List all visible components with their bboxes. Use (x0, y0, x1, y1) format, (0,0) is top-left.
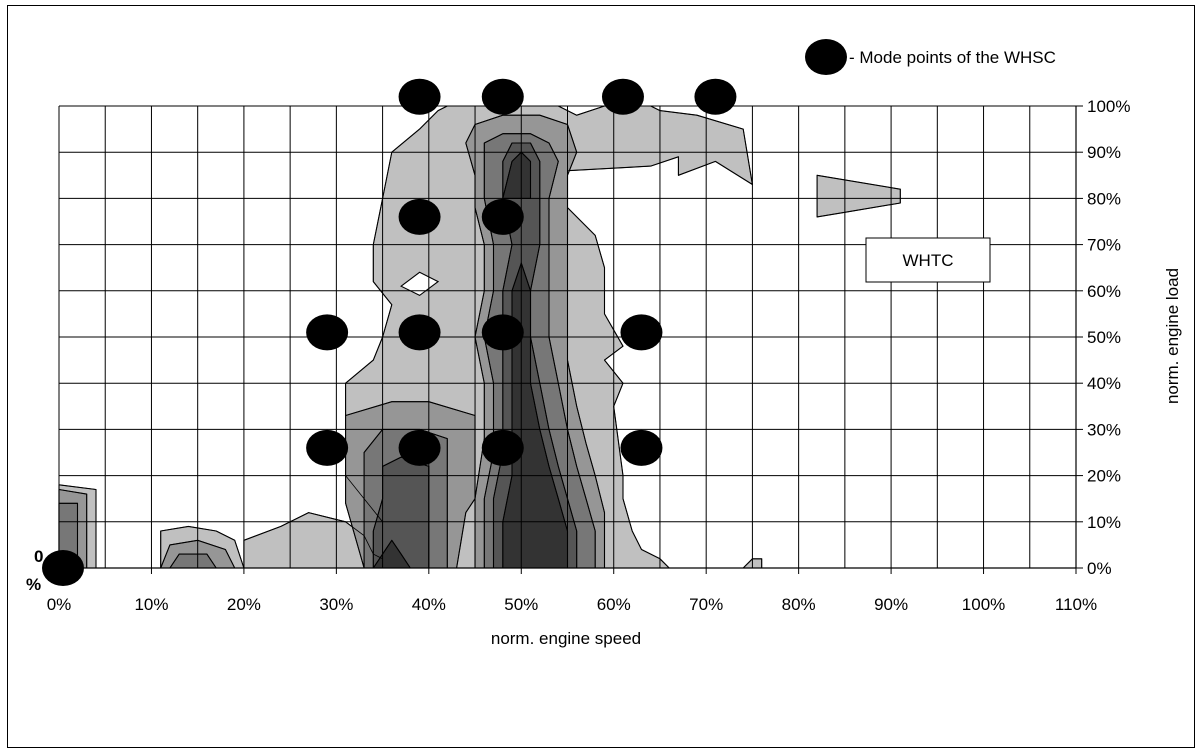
contour-outline-5-2 (502, 151, 531, 199)
chart-frame (7, 5, 1195, 748)
y-tick-label-0: 0% (1087, 559, 1112, 578)
mode-point-12 (481, 78, 524, 115)
legend-marker (805, 39, 847, 75)
x-tick-label-1: 10% (134, 595, 168, 614)
x-tick-label-9: 90% (874, 595, 908, 614)
x-axis-label: norm. engine speed (491, 629, 641, 648)
legend: - Mode points of the WHSC (805, 39, 1056, 75)
mode-point-14 (694, 78, 737, 115)
legend-label: - Mode points of the WHSC (849, 48, 1056, 67)
mode-point-13 (601, 78, 644, 115)
y-tick-label-10: 100% (1087, 97, 1130, 116)
y-tick-label-4: 40% (1087, 374, 1121, 393)
y-tick-label-8: 80% (1087, 189, 1121, 208)
x-tick-label-5: 50% (504, 595, 538, 614)
contour-outline-3-0 (363, 428, 448, 569)
y-tick-labels: 0% 10% 20% 30% 40% 50% 60% 70% 80% 90% 100% (1087, 97, 1130, 578)
y-tick-label-1: 10% (1087, 513, 1121, 532)
contour-level-1-region-3 (816, 174, 901, 218)
mode-point-2 (398, 429, 441, 466)
axis-ticks (58, 105, 1083, 574)
mode-point-11 (398, 78, 441, 115)
y-tick-label-3: 30% (1087, 420, 1121, 439)
whtc-annotation: WHTC (865, 237, 991, 283)
contour-outline-1-0 (243, 105, 753, 569)
x-tick-label-8: 80% (782, 595, 816, 614)
whtc-label: WHTC (903, 251, 954, 270)
y-tick-label-2: 20% (1087, 467, 1121, 486)
origin-label-bottom: % (26, 575, 41, 594)
mode-point-1 (306, 429, 349, 466)
mode-point-4 (620, 429, 663, 466)
x-tick-label-4: 40% (412, 595, 446, 614)
y-tick-label-5: 50% (1087, 328, 1121, 347)
contour-outline-1-3 (816, 174, 901, 218)
y-tick-label-9: 90% (1087, 143, 1121, 162)
x-tick-label-11: 110% (1055, 595, 1097, 614)
mode-point-8 (620, 314, 663, 351)
x-tick-label-7: 70% (689, 595, 723, 614)
mode-point-9 (398, 198, 441, 235)
whtc-box (865, 237, 991, 283)
contour-outline-4-1 (493, 142, 578, 569)
mode-point-7 (481, 314, 524, 351)
x-tick-label-0: 0% (47, 595, 72, 614)
y-tick-label-7: 70% (1087, 236, 1121, 255)
mode-point-6 (398, 314, 441, 351)
mode-point-3 (481, 429, 524, 466)
x-tick-labels: 0% 10% 20% 30% 40% 50% 60% 70% 80% 90% 100% 110% (47, 595, 1097, 614)
mode-point-0 (42, 550, 84, 586)
mode-points: 0% (26, 78, 737, 594)
mode-point-10 (481, 198, 524, 235)
origin-label-top: 0 (34, 547, 43, 566)
x-tick-label-2: 20% (227, 595, 261, 614)
y-tick-label-6: 60% (1087, 282, 1121, 301)
x-tick-label-6: 60% (597, 595, 631, 614)
x-tick-label-10: 100% (962, 595, 1005, 614)
x-tick-label-3: 30% (319, 595, 353, 614)
mode-point-5 (306, 314, 349, 351)
y-axis-label: norm. engine load (1163, 268, 1182, 404)
contour-outline-2-1 (465, 114, 605, 569)
